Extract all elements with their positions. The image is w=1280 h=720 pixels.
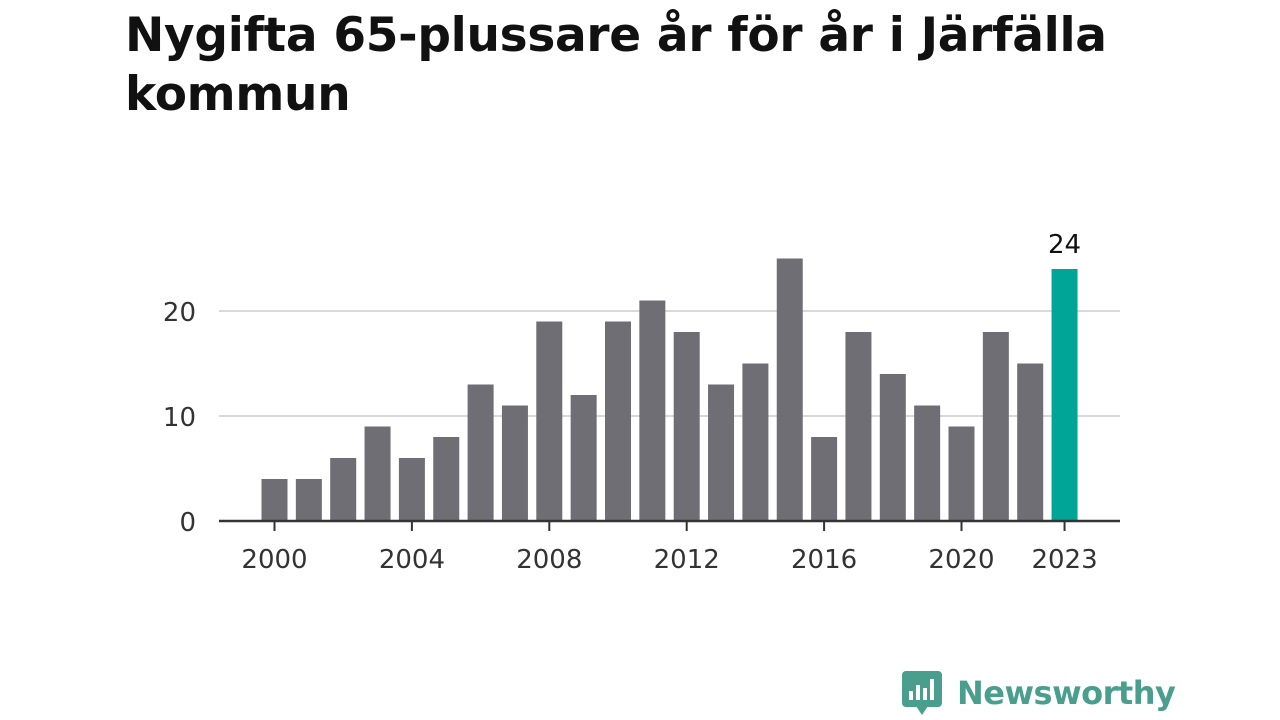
x-tick-label-2008: 2008: [516, 545, 582, 575]
bar-2016: [811, 437, 838, 521]
newsworthy-logo-icon: [902, 671, 942, 715]
bar-2013: [708, 384, 735, 521]
x-tick-label-2023: 2023: [1031, 545, 1097, 575]
x-tick-label-2004: 2004: [379, 545, 445, 575]
bar-2003: [364, 426, 391, 521]
x-tick-label-2016: 2016: [791, 545, 857, 575]
bar-2002: [330, 458, 357, 521]
bar-2007: [501, 405, 528, 521]
labels: 0 10 20 24 2000 2004 2008 2012 2016 2020 2023: [163, 230, 1098, 575]
bar-2006: [467, 384, 494, 521]
bar-2000: [261, 479, 288, 521]
bar-2008: [536, 321, 563, 521]
bar-2009: [570, 395, 597, 521]
x-tick-label-2020: 2020: [928, 545, 994, 575]
bars: [261, 258, 1078, 521]
bar-value-label-2023: 24: [1048, 230, 1081, 260]
bar-2014: [742, 363, 769, 521]
y-tick-label-10: 10: [163, 403, 196, 433]
bar-2011: [639, 300, 666, 521]
bar-2023: [1051, 269, 1078, 521]
bar-2004: [398, 458, 425, 521]
bar-2001: [295, 479, 322, 521]
chart-title: Nygifta 65-plussare år för år i Järfälla…: [125, 8, 1107, 122]
bar-2017: [845, 332, 872, 521]
bar-2020: [948, 426, 975, 521]
bar-2021: [982, 332, 1009, 521]
bar-2015: [776, 258, 803, 521]
bar-2018: [879, 374, 906, 521]
bar-2010: [605, 321, 631, 521]
x-tick-label-2012: 2012: [654, 545, 720, 575]
bar-2012: [673, 332, 700, 521]
newsworthy-brand: Newsworthy: [902, 670, 1176, 716]
y-tick-label-0: 0: [179, 508, 196, 538]
x-tick-label-2000: 2000: [241, 545, 307, 575]
y-tick-label-20: 20: [163, 298, 196, 328]
bar-2019: [914, 405, 941, 521]
bar-2005: [433, 437, 460, 521]
axes: [219, 519, 1120, 531]
bar-2022: [1017, 363, 1044, 521]
brand-name: Newsworthy: [957, 674, 1176, 712]
gridlines: [219, 310, 1120, 417]
